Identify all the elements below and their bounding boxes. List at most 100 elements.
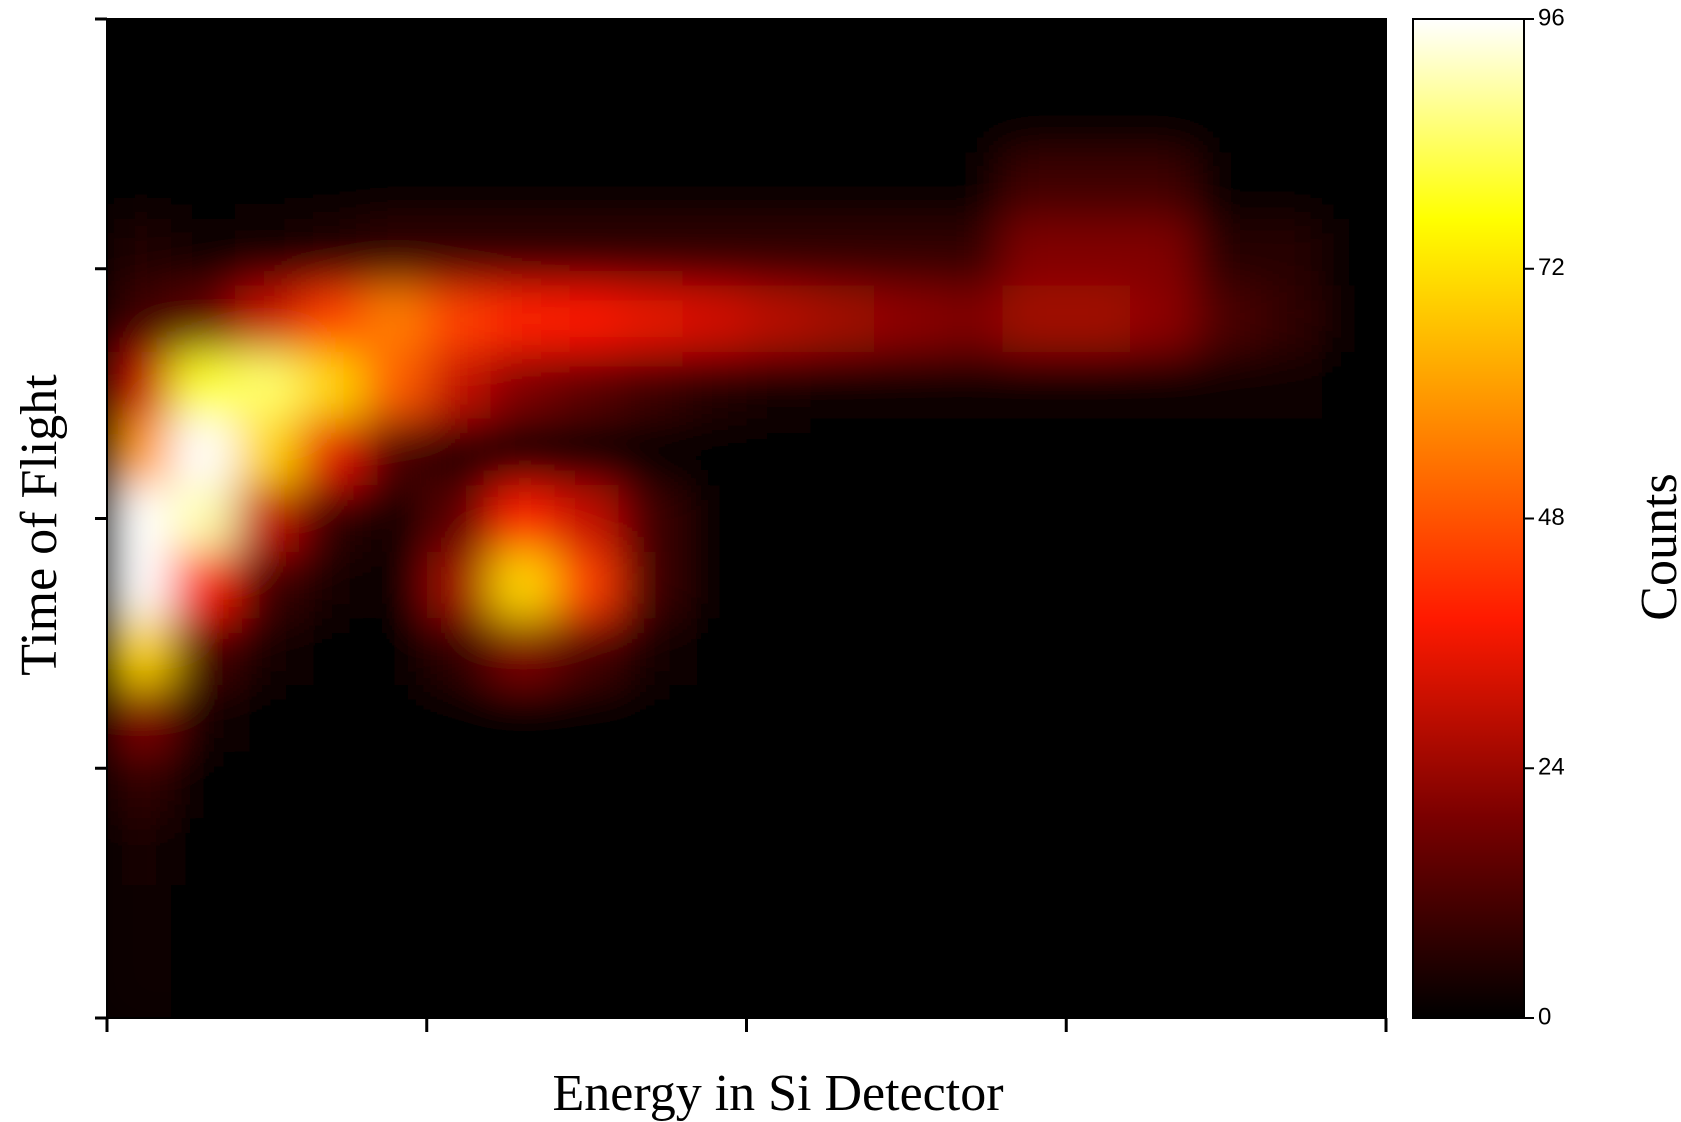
heatmap-cell <box>1194 551 1259 619</box>
heatmap-cell <box>426 551 492 619</box>
heatmap-cell <box>682 485 747 553</box>
heatmap-cell <box>234 152 300 220</box>
heatmap-cell <box>1258 551 1323 619</box>
heatmap-cell <box>1258 618 1323 686</box>
heatmap-cell <box>1130 551 1195 619</box>
heatmap-cell <box>490 285 556 353</box>
heatmap-cell <box>1130 285 1195 353</box>
heatmap-cell <box>554 685 620 753</box>
heatmap-cell <box>1258 19 1323 87</box>
heatmap-cell <box>874 485 939 553</box>
heatmap-cell <box>1066 85 1131 153</box>
heatmap-cell <box>682 551 747 619</box>
heatmap-cell <box>1322 85 1386 153</box>
heatmap-cell <box>1002 152 1067 220</box>
heatmap-cell <box>1194 618 1259 686</box>
heatmap-cell <box>490 618 556 686</box>
heatmap-cell <box>298 485 364 553</box>
heatmap-cell <box>298 618 364 686</box>
heatmap-cell <box>1002 19 1067 87</box>
heatmap-cell <box>554 818 620 886</box>
heatmap-cell <box>682 884 747 952</box>
heatmap-cell <box>1002 884 1067 952</box>
heatmap-cell <box>1322 418 1386 486</box>
heatmap-cell <box>1066 152 1131 220</box>
heatmap-cell <box>1322 551 1386 619</box>
heatmap-cell <box>362 218 428 286</box>
heatmap-cell <box>1194 19 1259 87</box>
heatmap-cell <box>874 685 939 753</box>
heatmap-cell <box>746 884 811 952</box>
heatmap-cell <box>938 751 1003 819</box>
heatmap-cell <box>1130 884 1195 952</box>
heatmap-cell <box>426 951 492 1018</box>
heatmap-cell <box>170 85 236 153</box>
y-axis-title: Time of Flight <box>11 374 68 676</box>
heatmap-cell <box>1322 751 1386 819</box>
heatmap-cell <box>107 19 172 87</box>
heatmap-cell <box>362 685 428 753</box>
heatmap-cell <box>1002 551 1067 619</box>
heatmap-cell <box>107 751 172 819</box>
heatmap-cell <box>554 218 620 286</box>
heatmap-cell <box>746 418 811 486</box>
heatmap-cell <box>874 418 939 486</box>
heatmap-cell <box>107 884 172 952</box>
heatmap-cell <box>234 551 300 619</box>
heatmap-cell <box>810 884 875 952</box>
heatmap-cell <box>234 85 300 153</box>
colorbar-tick-label: 48 <box>1538 504 1565 531</box>
heatmap-cell <box>810 218 875 286</box>
heatmap-cell <box>554 152 620 220</box>
heatmap-cell <box>810 485 875 553</box>
heatmap-cell <box>362 85 428 153</box>
heatmap-cell <box>938 818 1003 886</box>
heatmap-cell <box>746 751 811 819</box>
heatmap-cell <box>1194 152 1259 220</box>
heatmap-cell <box>362 551 428 619</box>
heatmap-cell <box>1258 152 1323 220</box>
heatmap-cell <box>618 551 684 619</box>
colorbar-tick-label: 0 <box>1538 1003 1551 1030</box>
heatmap-cell <box>810 152 875 220</box>
heatmap-cell <box>234 685 300 753</box>
heatmap-cell <box>107 218 172 286</box>
heatmap-cell <box>298 951 364 1018</box>
heatmap-cell <box>1322 352 1386 420</box>
heatmap-cell <box>554 884 620 952</box>
heatmap-cell <box>107 418 172 486</box>
heatmap-cell <box>170 751 236 819</box>
heatmap <box>107 19 1386 1018</box>
heatmap-cell <box>554 19 620 87</box>
heatmap-cell <box>1130 751 1195 819</box>
heatmap-cell <box>1066 485 1131 553</box>
heatmap-cell <box>362 418 428 486</box>
heatmap-cell <box>810 685 875 753</box>
heatmap-cell <box>234 884 300 952</box>
heatmap-cell <box>362 352 428 420</box>
heatmap-cell <box>746 618 811 686</box>
heatmap-cell <box>682 685 747 753</box>
heatmap-cell <box>170 218 236 286</box>
heatmap-cell <box>1258 85 1323 153</box>
heatmap-cell <box>1066 352 1131 420</box>
heatmap-cell <box>810 951 875 1018</box>
heatmap-cell <box>1130 85 1195 153</box>
colorbar-tick-label: 72 <box>1538 254 1565 281</box>
heatmap-cell <box>490 818 556 886</box>
heatmap-cell <box>490 951 556 1018</box>
heatmap-cell <box>1066 951 1131 1018</box>
heatmap-cell <box>554 751 620 819</box>
heatmap-cell <box>618 618 684 686</box>
heatmap-cell <box>298 884 364 952</box>
heatmap-cell <box>810 751 875 819</box>
heatmap-cell <box>1002 352 1067 420</box>
heatmap-cell <box>1130 152 1195 220</box>
heatmap-cell <box>746 19 811 87</box>
heatmap-cell <box>618 685 684 753</box>
heatmap-cell <box>554 418 620 486</box>
heatmap-cell <box>810 618 875 686</box>
heatmap-cell <box>1002 685 1067 753</box>
heatmap-cell <box>618 751 684 819</box>
